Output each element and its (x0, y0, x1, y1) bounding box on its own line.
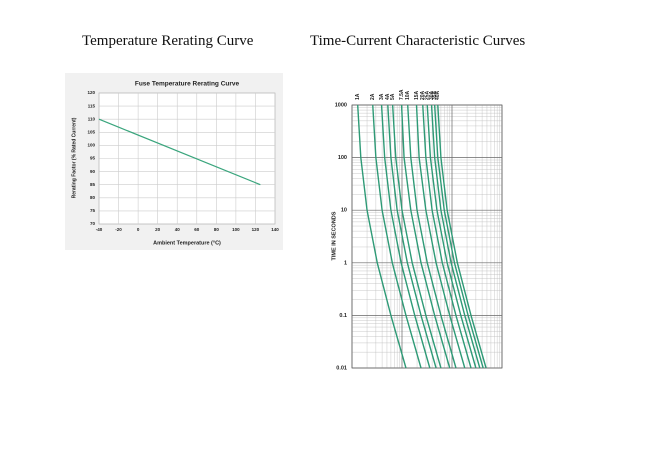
data-line (98, 118, 261, 186)
y-tick-label: 10 (341, 208, 347, 214)
curve (391, 104, 442, 369)
series-label: 20A (420, 90, 426, 100)
curve (380, 104, 431, 369)
series-label: 1A (355, 93, 361, 100)
curve (406, 104, 457, 369)
plot-area (351, 104, 503, 369)
series-label: 2A (370, 93, 376, 100)
series-label: 5A (390, 93, 396, 100)
y-tick-label: 100 (338, 155, 347, 161)
x-tick-label: 60 (194, 227, 200, 232)
y-axis-label: TIME IN SECONDS (331, 211, 337, 260)
chart-title: Fuse Temperature Rerating Curve (135, 81, 240, 88)
curve (430, 104, 481, 369)
y-tick-label: 0.01 (336, 365, 347, 371)
y-tick-label: 120 (87, 90, 95, 95)
x-tick-label: 120 (252, 227, 260, 232)
series-label: 4A (385, 93, 391, 100)
x-tick-label: -40 (96, 227, 103, 232)
y-tick-label: 110 (88, 116, 96, 121)
curve (400, 104, 451, 369)
series-label: 7.5A (399, 89, 405, 100)
series-label: 15A (414, 90, 420, 100)
y-tick-label: 70 (90, 221, 96, 226)
y-tick-label: 95 (90, 156, 96, 161)
x-tick-label: 80 (214, 227, 220, 232)
series-label: 3A (379, 93, 385, 100)
x-tick-label: -20 (115, 227, 122, 232)
heading: Time-Current Characteristic Curves (310, 33, 526, 49)
series-label: 40A (435, 90, 441, 100)
curve (387, 104, 437, 369)
y-tick-label: 0.1 (339, 313, 347, 319)
y-tick-label: 75 (90, 208, 96, 213)
curve (356, 104, 407, 369)
y-tick-label: 1 (344, 260, 347, 266)
curve (372, 104, 422, 369)
y-tick-label: 100 (87, 143, 95, 148)
curve (426, 104, 477, 369)
x-tick-label: 0 (137, 227, 140, 232)
series-label: 25A (425, 90, 431, 100)
y-axis-label: Rerating Factor (% Rated Current) (71, 117, 77, 198)
x-tick-label: 100 (232, 227, 240, 232)
y-tick-label: 105 (87, 129, 95, 134)
x-tick-label: 40 (175, 227, 181, 232)
x-tick-label: 140 (271, 227, 279, 232)
x-tick-label: 20 (155, 227, 161, 232)
series-label: 35A (432, 90, 438, 100)
y-tick-label: 80 (90, 195, 96, 200)
x-axis-label: Ambient Temperature (°C) (153, 240, 221, 246)
y-tick-label: 90 (90, 169, 96, 174)
y-tick-label: 85 (90, 182, 96, 187)
curve (437, 104, 487, 369)
curve (422, 104, 472, 369)
y-tick-label: 1000 (335, 102, 347, 108)
heading: Temperature Rerating Curve (82, 33, 254, 49)
y-tick-label: 115 (88, 103, 96, 108)
series-label: 30A (429, 90, 435, 100)
series-label: 10A (405, 90, 411, 100)
curve (415, 104, 466, 369)
curve (433, 104, 484, 369)
